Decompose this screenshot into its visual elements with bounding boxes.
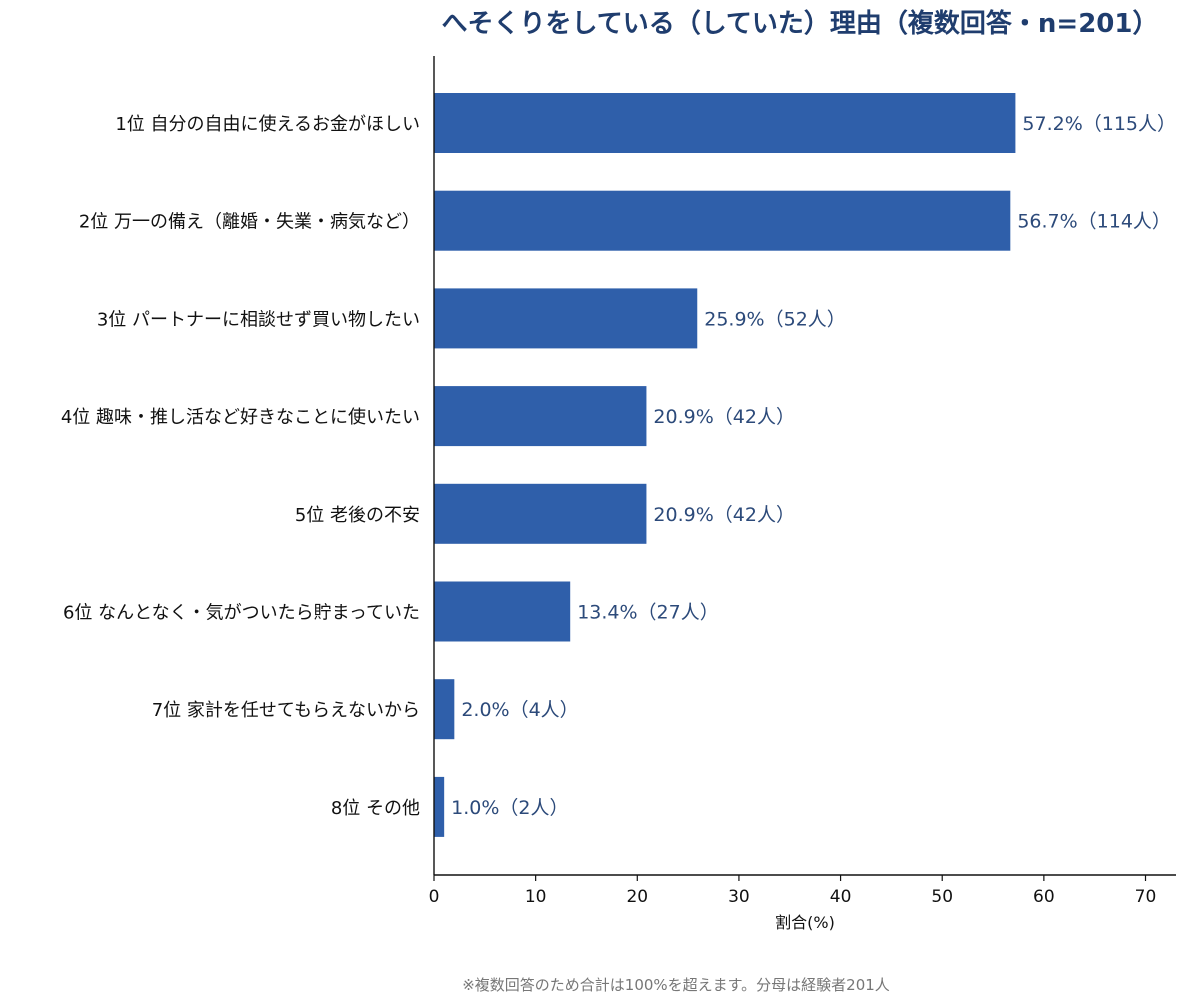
x-tick-label: 50 bbox=[931, 887, 953, 907]
bars-layer bbox=[434, 93, 1016, 837]
value-label: 25.9%（52人） bbox=[704, 308, 846, 330]
bar bbox=[434, 190, 1011, 251]
category-label: 2位 万一の備え（離婚・失業・病気など） bbox=[79, 212, 420, 233]
footnote: ※複数回答のため合計は100%を超えます。分母は経験者201人 bbox=[462, 976, 890, 994]
x-tick-label: 30 bbox=[728, 887, 750, 907]
bar bbox=[434, 93, 1016, 153]
bar bbox=[434, 483, 647, 544]
value-label: 20.9%（42人） bbox=[653, 504, 795, 526]
category-label: 1位 自分の自由に使えるお金がほしい bbox=[115, 114, 420, 135]
category-label: 3位 パートナーに相談せず買い物したい bbox=[97, 309, 420, 330]
x-tick-label: 70 bbox=[1135, 887, 1157, 907]
x-axis-ticks: 0 10 20 30 40 50 60 70 bbox=[429, 875, 1157, 907]
x-axis-title: 割合(%) bbox=[775, 913, 835, 932]
x-tick-label: 0 bbox=[429, 887, 440, 907]
bar bbox=[434, 386, 647, 447]
x-tick-label: 40 bbox=[830, 887, 852, 907]
value-label: 56.7%（114人） bbox=[1017, 211, 1171, 233]
category-label: 8位 その他 bbox=[331, 798, 420, 819]
value-label: 13.4%（27人） bbox=[577, 602, 719, 624]
x-tick-label: 10 bbox=[525, 887, 547, 907]
category-label: 5位 老後の不安 bbox=[295, 505, 420, 526]
x-tick-label: 20 bbox=[626, 887, 648, 907]
x-tick-label: 60 bbox=[1033, 887, 1055, 907]
chart-title: へそくりをしている（していた）理由（複数回答・n=201） bbox=[441, 8, 1158, 39]
value-label: 1.0%（2人） bbox=[451, 797, 568, 819]
category-labels: 1位 自分の自由に使えるお金がほしい 2位 万一の備え（離婚・失業・病気など） 3位… bbox=[61, 114, 420, 819]
category-label: 6位 なんとなく・気がついたら貯まっていた bbox=[63, 603, 420, 624]
bar bbox=[434, 776, 445, 837]
category-label: 7位 家計を任せてもらえないから bbox=[152, 700, 420, 721]
value-label: 2.0%（4人） bbox=[461, 699, 578, 721]
bar bbox=[434, 581, 571, 642]
value-labels: 57.2%（115人） 56.7%（114人） 25.9%（52人） 20.9%（42… bbox=[451, 113, 1176, 819]
value-label: 57.2%（115人） bbox=[1022, 113, 1176, 135]
value-label: 20.9%（42人） bbox=[653, 406, 795, 428]
bar bbox=[434, 679, 455, 740]
bar bbox=[434, 288, 698, 349]
category-label: 4位 趣味・推し活など好きなことに使いたい bbox=[61, 407, 420, 428]
